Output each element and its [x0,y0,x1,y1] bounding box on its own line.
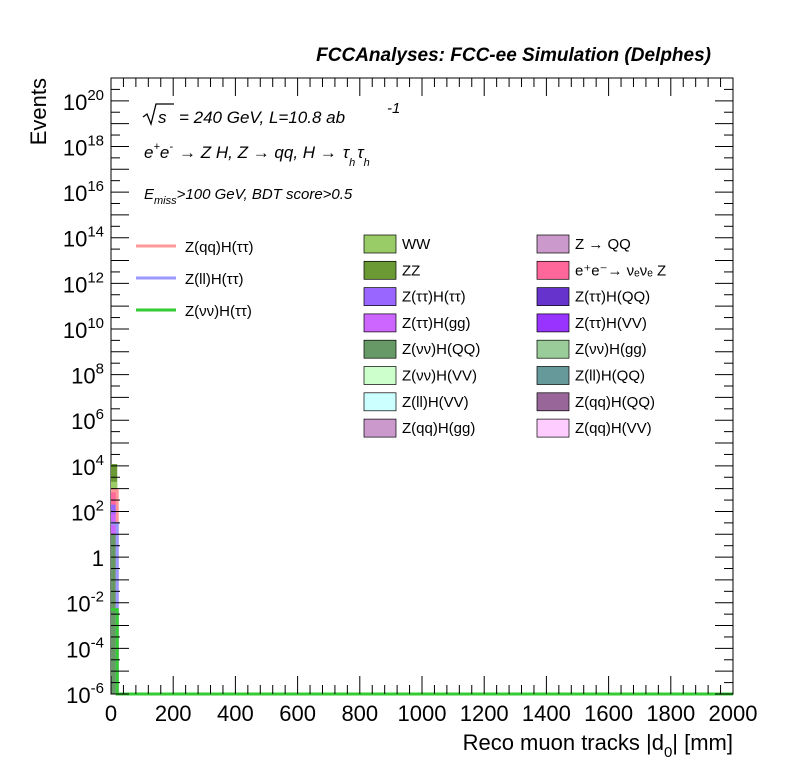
x-tick-label-5: 1000 [398,701,447,726]
legend-bkg1-label-2: Z(ττ)H(ττ) [402,289,466,306]
y-axis: 1020 1018 1016 1014 1012 1010 108 106 104 102 1 10-… [63,77,733,708]
legend-bkg2-label-6: Z(qq)H(QQ) [575,394,655,411]
x-axis-title: Reco muon tracks |d0| [mm] [463,730,733,761]
legend-bkg1-swatch-5 [363,366,397,385]
process-tau1: τ [343,143,351,162]
y-tick-label-0: 1020 [63,87,104,115]
legend-bkg1-swatch-1 [363,260,397,280]
legend-bkg2-swatch-0 [536,234,570,254]
info-text: s = 240 GeV, L=10.8 ab -1 e+e- → Z H, Z →… [142,100,400,207]
x-axis-title-tail: | [mm] [672,730,733,755]
y-tick-label-4: 1012 [63,269,104,297]
process-rest: → Z H, Z → qq, H → [179,143,337,162]
legend-bkg2-swatch-7 [536,418,570,438]
process-sup1: + [153,141,160,153]
process-sub2: h [364,157,370,169]
x-axis-title-sub: 0 [664,744,672,761]
legend-bkg1-label-0: WW [402,236,431,253]
x-tick-label-2: 400 [217,701,254,726]
x-tick-label-1: 200 [155,701,192,726]
sqrt-symbol [142,103,174,127]
legend-bkg2-label-4: Z(νν)H(gg) [575,341,647,358]
legend-bkg2-label-3: Z(ττ)H(VV) [575,315,647,332]
process-e1: e [144,143,153,162]
x-tick-label-6: 1200 [460,701,509,726]
signal-line-1 [111,521,733,696]
selection-sub: miss [154,195,177,207]
x-tick-label-7: 1400 [522,701,571,726]
x-tick-label-9: 1800 [646,701,695,726]
legend-bkg2-swatch-1 [536,260,570,280]
legend-bkg2-swatch-6 [536,392,570,412]
info-selection: Emiss>100 GeV, BDT score>0.5 [144,186,353,207]
legend-bkg2-label-2: Z(ττ)H(QQ) [575,289,650,306]
x-tick-label-4: 800 [341,701,378,726]
legend-bkg2-label-7: Z(qq)H(VV) [575,420,652,437]
legend-bkg1-swatch-2 [363,287,397,306]
y-tick-label-11: 10-2 [66,589,104,617]
legend-bkg1-label-7: Z(qq)H(gg) [402,420,475,437]
process-sup2: - [169,141,173,153]
legend-bkg2-swatch-3 [536,313,570,333]
legend-bkg1-label-5: Z(νν)H(VV) [402,368,477,385]
legend-bkg2-swatch-2 [536,287,570,306]
process-sub1: h [349,157,355,169]
legend-bkg1-swatch-3 [363,313,397,333]
legend-bkg1-swatch-7 [363,418,397,438]
legend-bkg2-swatch-5 [536,366,570,385]
legend-bkg1-swatch-6 [363,392,397,412]
legend-signal-label-0: Z(qq)H(ττ) [185,239,254,256]
legend-bkg2-label-0: Z → QQ [575,236,631,253]
process-tau2: τ [357,143,365,162]
legend-backgrounds-col2: Z → QQ e⁺e⁻→ νₑνₑ Z Z(ττ)H(QQ) Z(ττ)H(VV) Z(… [536,234,666,438]
y-tick-label-10: 1 [92,546,104,571]
signal-line-0 [111,489,733,696]
legend-signals: Z(qq)H(ττ) Z(ll)H(ττ) Z(νν)H(ττ) [136,239,254,320]
legend-signal-label-1: Z(ll)H(ττ) [185,271,244,288]
legend-bkg2-swatch-4 [536,339,570,359]
info-sqrt-s: s [158,108,167,127]
y-axis-title: Events [26,78,51,145]
legend-backgrounds-col1: WW ZZ Z(ττ)H(ττ) Z(ττ)H(gg) Z(νν)H(QQ) Z(νν)H… [363,234,480,438]
info-lumi-exponent: -1 [387,100,400,117]
legend-bkg1-label-6: Z(ll)H(VV) [402,394,469,411]
y-tick-label-7: 106 [71,406,104,434]
x-tick-label-8: 1600 [584,701,633,726]
info-process: e+e- → Z H, Z → qq, H → τhτh [144,141,370,169]
y-tick-label-8: 104 [71,452,104,480]
selection-e: E [144,186,155,203]
legend-bkg2-label-1: e⁺e⁻→ νₑνₑ Z [575,262,666,279]
x-tick-label-3: 600 [279,701,316,726]
x-tick-label-0: 0 [105,701,117,726]
info-energy-lumi: = 240 GeV, L=10.8 ab [179,108,345,127]
legend-bkg2-label-5: Z(ll)H(QQ) [575,368,645,385]
y-tick-label-3: 1014 [63,224,104,252]
legend-bkg1-label-4: Z(νν)H(QQ) [402,341,480,358]
y-tick-label-6: 108 [71,361,104,389]
legend-bkg1-swatch-4 [363,339,397,359]
y-tick-label-1: 1018 [63,132,104,160]
legend-signal-label-2: Z(νν)H(ττ) [185,303,252,320]
process-e2: e [160,143,169,162]
x-axis-title-main: Reco muon tracks |d [463,730,664,755]
signal-line-2 [111,608,733,696]
chart-header: FCCAnalyses: FCC-ee Simulation (Delphes) [316,45,711,66]
y-tick-label-2: 1016 [63,178,104,206]
y-tick-label-5: 1010 [63,315,104,343]
selection-rest: >100 GeV, BDT score>0.5 [177,186,353,203]
y-tick-label-9: 102 [71,497,104,525]
legend-bkg1-label-3: Z(ττ)H(gg) [402,315,471,332]
signal-histograms [111,489,733,696]
legend-bkg1-swatch-0 [363,234,397,254]
x-axis: 0 200 400 600 800 1000 1200 1400 1600 1800 2000 [105,78,758,726]
plot-frame [110,77,734,695]
y-tick-label-12: 10-4 [66,634,104,662]
x-tick-label-10: 2000 [709,701,758,726]
legend-bkg1-label-1: ZZ [402,262,420,279]
y-tick-label-13: 10-6 [66,680,104,708]
